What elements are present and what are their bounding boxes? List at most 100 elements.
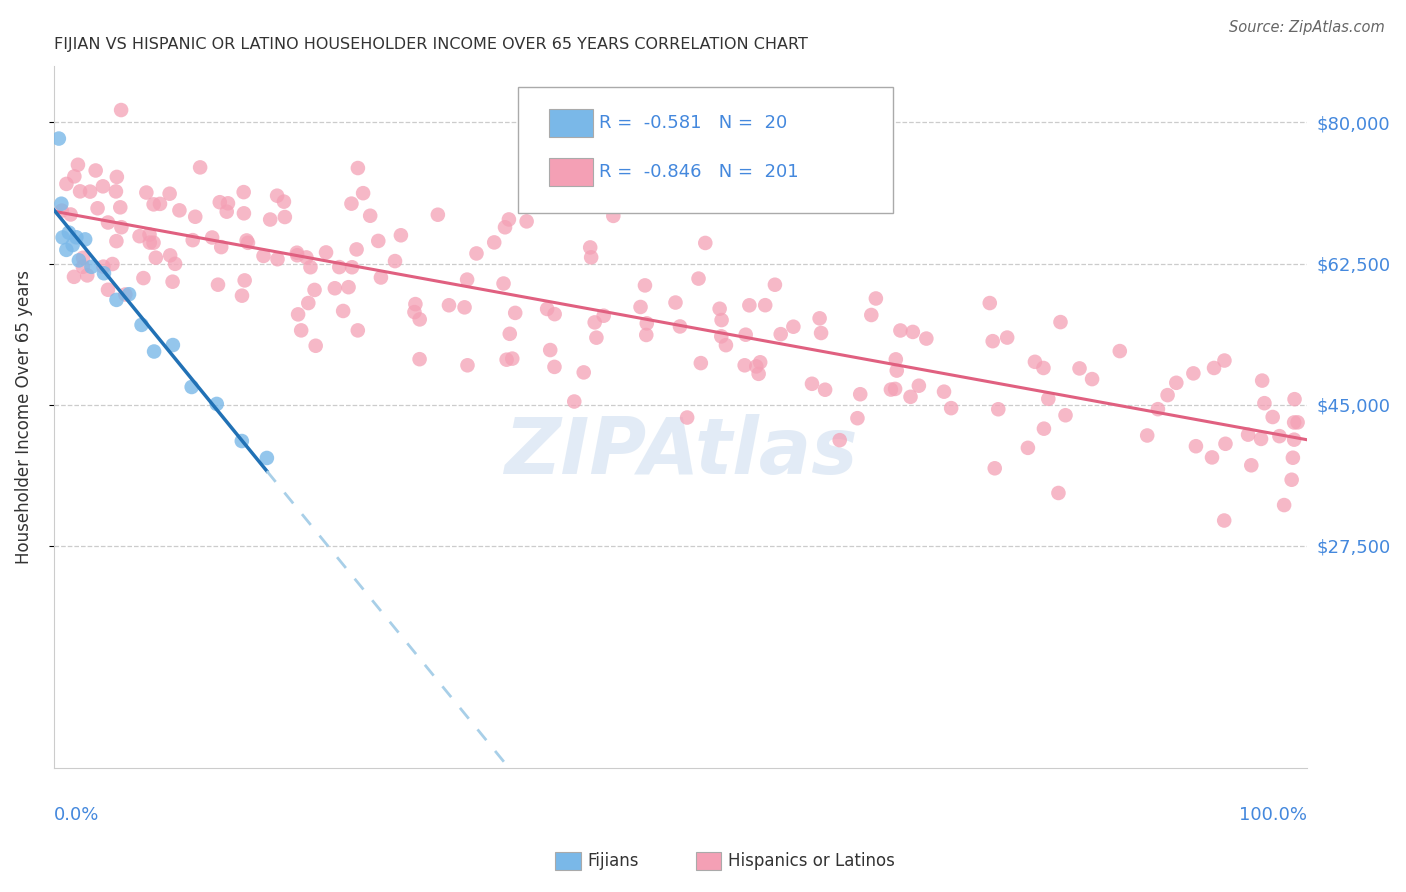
Point — [1240, 458, 1263, 473]
Text: ZIPAtlas: ZIPAtlas — [503, 414, 858, 490]
Point — [340, 260, 363, 275]
Point — [1049, 315, 1071, 329]
Point — [492, 277, 515, 291]
Point — [231, 288, 253, 302]
Point — [501, 351, 523, 366]
Point — [266, 188, 288, 202]
Point — [149, 197, 172, 211]
Point — [503, 306, 526, 320]
Point — [135, 186, 157, 200]
Point — [1038, 392, 1060, 406]
Point — [105, 169, 128, 184]
Point — [900, 390, 922, 404]
Point — [266, 252, 288, 267]
Point — [208, 195, 231, 210]
Point — [370, 270, 392, 285]
Point — [1032, 361, 1054, 376]
Point — [180, 380, 202, 394]
Point — [1032, 422, 1054, 436]
Point — [59, 207, 82, 221]
Point — [543, 359, 565, 374]
Point — [65, 230, 87, 244]
Point — [572, 365, 595, 379]
Point — [72, 251, 94, 265]
Point — [63, 169, 86, 184]
Point — [1136, 428, 1159, 442]
Point — [139, 235, 162, 250]
Point — [110, 200, 132, 214]
Point — [901, 325, 924, 339]
Point — [456, 272, 478, 286]
Point — [332, 304, 354, 318]
Point — [93, 260, 115, 274]
FancyBboxPatch shape — [548, 109, 593, 136]
Point — [1054, 409, 1077, 423]
Point — [499, 326, 522, 341]
Point — [1251, 374, 1274, 388]
Point — [315, 245, 337, 260]
Point — [456, 359, 478, 373]
Point — [259, 212, 281, 227]
Point — [1272, 498, 1295, 512]
Point — [217, 196, 239, 211]
Point — [66, 158, 89, 172]
Point — [273, 194, 295, 209]
Point — [810, 326, 832, 340]
Point — [860, 308, 883, 322]
Point — [367, 234, 389, 248]
Point — [1250, 432, 1272, 446]
Point — [1182, 367, 1205, 381]
Text: Fijians: Fijians — [588, 852, 640, 870]
Point — [710, 313, 733, 327]
Point — [676, 410, 699, 425]
Point — [579, 251, 602, 265]
Point — [145, 251, 167, 265]
Point — [710, 329, 733, 343]
Point — [274, 210, 297, 224]
Point — [536, 301, 558, 316]
Point — [76, 268, 98, 283]
Point — [1047, 486, 1070, 500]
Point — [979, 296, 1001, 310]
Point — [48, 131, 70, 145]
Point — [75, 232, 97, 246]
Point — [465, 246, 488, 260]
Point — [384, 254, 406, 268]
Point — [80, 260, 103, 274]
Point — [630, 300, 652, 314]
Point — [256, 450, 278, 465]
Text: R =  -0.581   N =  20: R = -0.581 N = 20 — [599, 113, 787, 132]
Point — [484, 235, 506, 250]
Point — [846, 411, 869, 425]
Point — [1166, 376, 1188, 390]
Point — [252, 249, 274, 263]
Point — [359, 209, 381, 223]
Point — [52, 230, 75, 244]
Point — [880, 383, 903, 397]
Point — [849, 387, 872, 401]
Point — [285, 245, 308, 260]
Point — [97, 283, 120, 297]
Point — [295, 251, 318, 265]
Point — [389, 228, 412, 243]
Point — [884, 382, 907, 396]
Point — [58, 226, 80, 240]
Point — [105, 293, 128, 307]
Point — [1282, 416, 1305, 430]
Point — [162, 338, 184, 352]
Point — [1201, 450, 1223, 465]
Point — [290, 323, 312, 337]
Point — [1017, 441, 1039, 455]
Point — [498, 212, 520, 227]
Point — [1185, 439, 1208, 453]
Point — [1253, 396, 1275, 410]
Point — [97, 215, 120, 229]
Point — [84, 163, 107, 178]
Point — [346, 323, 368, 337]
Point — [128, 229, 150, 244]
Point — [886, 363, 908, 377]
Point — [636, 328, 658, 343]
Point — [72, 260, 94, 274]
Point — [1213, 514, 1236, 528]
Point — [188, 161, 211, 175]
